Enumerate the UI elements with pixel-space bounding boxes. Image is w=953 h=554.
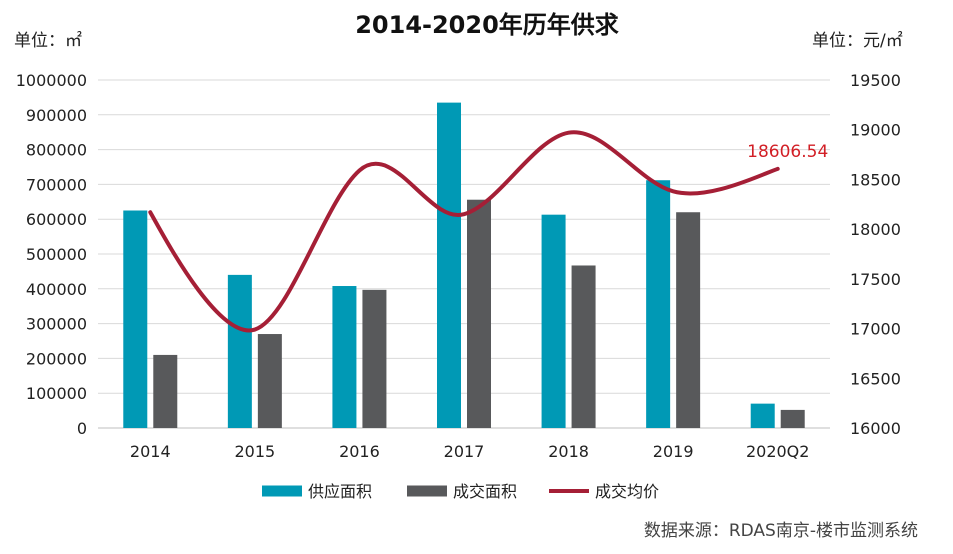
bar-supply — [541, 214, 566, 428]
x-tick-label: 2017 — [444, 442, 485, 461]
left-tick-label: 0 — [77, 419, 87, 438]
right-axis-ticks: 16000 16500 17000 17500 18000 18500 19000 19500 — [850, 71, 901, 438]
bar-transaction — [153, 354, 178, 428]
left-tick-label: 400000 — [26, 280, 87, 299]
right-tick-label: 18000 — [850, 220, 901, 239]
right-tick-label: 17500 — [850, 270, 901, 289]
left-tick-label: 500000 — [26, 245, 87, 264]
left-tick-label: 800000 — [26, 141, 87, 160]
legend-swatch-0 — [262, 485, 302, 497]
left-axis-ticks: 0 100000 200000 300000 400000 500000 600000 700… — [16, 71, 87, 438]
bar-supply — [750, 403, 775, 428]
bar-transaction — [362, 289, 387, 428]
x-tick-label: 2019 — [653, 442, 694, 461]
legend-label-0: 供应面积 — [308, 482, 372, 501]
annotations: 18606.54 — [747, 142, 828, 162]
x-tick-label: 2014 — [130, 442, 171, 461]
left-tick-label: 100000 — [26, 384, 87, 403]
right-tick-label: 17000 — [850, 320, 901, 339]
gridlines — [98, 79, 830, 429]
legend: 供应面积 成交面积 成交均价 — [262, 482, 659, 501]
chart-title: 2014-2020年历年供求 — [355, 11, 619, 39]
bar-transaction — [467, 199, 491, 428]
bar-supply — [123, 210, 148, 428]
legend-label-1: 成交面积 — [453, 482, 517, 501]
x-tick-label: 2020Q2 — [746, 442, 810, 461]
right-tick-label: 19500 — [850, 71, 901, 90]
price-data-label: 18606.54 — [747, 142, 828, 162]
left-tick-label: 300000 — [26, 315, 87, 334]
line-series — [148, 130, 780, 333]
legend-label-2: 成交均价 — [595, 482, 659, 501]
bar-transaction — [676, 212, 701, 428]
right-axis-unit: 单位：元/㎡ — [812, 31, 903, 51]
right-tick-label: 16000 — [850, 419, 901, 438]
bar-series — [123, 102, 805, 429]
bar-supply — [646, 180, 671, 428]
bar-transaction — [257, 334, 282, 428]
left-tick-label: 200000 — [26, 349, 87, 368]
x-tick-label: 2015 — [234, 442, 275, 461]
x-axis-ticks: 2014 2015 2016 2017 2018 2019 2020Q2 — [130, 442, 810, 461]
x-tick-label: 2018 — [548, 442, 589, 461]
bar-transaction — [571, 265, 596, 428]
right-tick-label: 19000 — [850, 121, 901, 140]
right-tick-label: 18500 — [850, 170, 901, 189]
bar-supply — [437, 102, 461, 429]
left-axis-unit: 单位：㎡ — [14, 31, 82, 51]
legend-swatch-1 — [407, 485, 447, 497]
left-tick-label: 1000000 — [16, 71, 87, 90]
bar-supply — [227, 274, 252, 428]
left-tick-label: 900000 — [26, 106, 87, 125]
right-tick-label: 16500 — [850, 369, 901, 388]
left-tick-label: 600000 — [26, 210, 87, 229]
source-note: 数据来源：RDAS南京-楼市监测系统 — [644, 521, 918, 541]
bar-supply — [332, 286, 357, 428]
price-line — [148, 130, 780, 333]
left-tick-label: 700000 — [26, 175, 87, 194]
bar-transaction — [780, 409, 805, 428]
x-tick-label: 2016 — [339, 442, 380, 461]
legend-swatch-2 — [549, 489, 589, 493]
